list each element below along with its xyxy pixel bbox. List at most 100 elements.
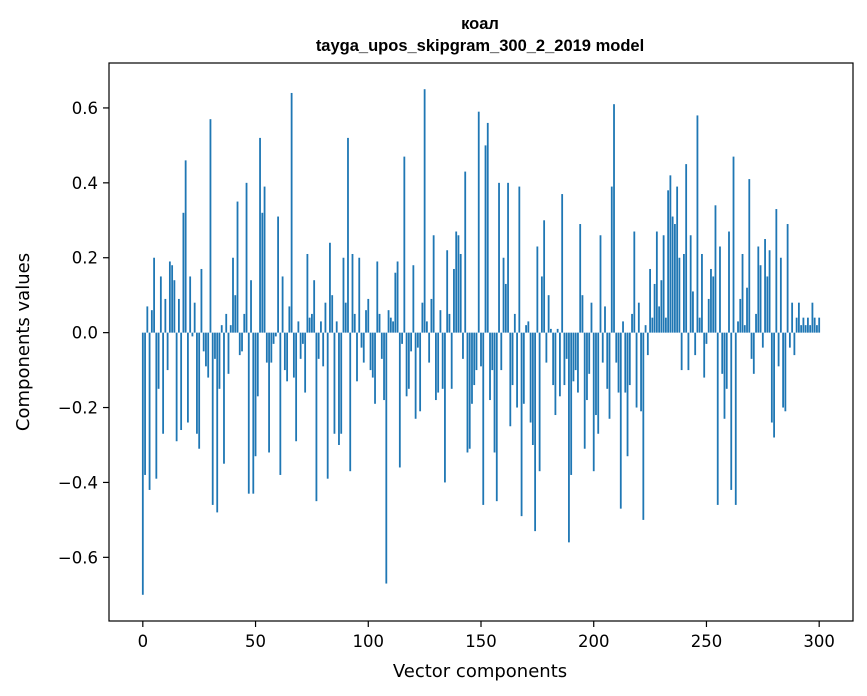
bar <box>301 332 304 344</box>
bar <box>453 268 455 333</box>
bar <box>522 332 525 404</box>
bar <box>590 302 593 333</box>
bar <box>816 325 818 333</box>
bar <box>644 325 647 333</box>
bar <box>335 321 338 333</box>
bar <box>531 332 534 445</box>
bar <box>338 332 340 445</box>
bar <box>631 313 633 333</box>
bar <box>502 257 505 333</box>
bar <box>477 111 480 333</box>
bar <box>340 332 343 434</box>
bar <box>245 182 248 333</box>
bar <box>597 332 600 434</box>
bar <box>299 332 302 359</box>
bar <box>525 325 527 333</box>
bar <box>509 332 512 427</box>
bar <box>360 332 363 348</box>
bar <box>227 332 230 374</box>
bar <box>761 332 764 348</box>
bar <box>583 332 586 449</box>
bar <box>563 332 566 386</box>
bar <box>333 332 336 434</box>
bar <box>207 332 210 378</box>
bar <box>773 332 775 438</box>
y-tick-label: 0.0 <box>72 324 98 343</box>
x-tick-label: 50 <box>245 632 266 651</box>
bar <box>568 332 570 543</box>
bar <box>606 332 609 389</box>
bar <box>791 302 794 333</box>
bar <box>581 295 584 333</box>
bar <box>320 321 322 333</box>
bar <box>209 119 212 333</box>
bar <box>651 317 654 333</box>
bar <box>322 332 325 367</box>
bar <box>786 224 789 333</box>
bar <box>423 89 426 333</box>
bar <box>288 306 291 333</box>
bar <box>721 332 724 374</box>
bar <box>664 317 667 333</box>
bar <box>728 231 730 333</box>
y-tick-label: 0.6 <box>72 99 98 118</box>
bar <box>220 325 223 333</box>
bar <box>475 332 478 371</box>
bar <box>755 313 757 333</box>
bar <box>311 313 313 333</box>
bar <box>574 332 577 371</box>
bar <box>748 179 751 333</box>
bar <box>376 261 379 333</box>
bar <box>613 104 615 333</box>
bar <box>367 298 370 333</box>
bar <box>676 186 679 333</box>
bar <box>732 156 735 333</box>
bar <box>504 283 507 333</box>
bar <box>572 332 575 382</box>
bar <box>692 291 694 333</box>
bar <box>241 332 243 352</box>
bar <box>759 265 762 333</box>
x-axis-label: Vector components <box>393 661 567 682</box>
bar <box>177 298 180 333</box>
bar <box>493 332 496 453</box>
bar <box>238 332 241 356</box>
bar <box>633 231 636 333</box>
bar <box>329 242 331 333</box>
bar <box>527 321 530 333</box>
bar <box>410 332 413 352</box>
bar <box>599 235 602 333</box>
x-tick-label: 300 <box>803 632 835 651</box>
bar <box>349 332 352 472</box>
bar <box>435 332 437 401</box>
bar <box>450 332 453 389</box>
bar <box>800 325 803 333</box>
bar <box>153 257 155 333</box>
bar <box>784 332 787 412</box>
bar <box>317 332 320 359</box>
bar <box>326 332 329 479</box>
bar <box>649 268 651 333</box>
bar <box>730 332 733 490</box>
bar <box>432 235 435 333</box>
chart-title-line-1: коал <box>461 15 499 33</box>
bar <box>538 332 541 472</box>
bar <box>547 295 550 333</box>
bar <box>211 332 214 505</box>
bar <box>347 137 349 333</box>
bar <box>351 253 354 333</box>
bar <box>407 332 410 389</box>
bar <box>588 332 591 374</box>
bar <box>279 332 282 475</box>
bar <box>252 332 255 494</box>
bar <box>428 332 431 363</box>
bar <box>229 325 232 333</box>
bar <box>446 250 449 333</box>
bar <box>344 302 347 333</box>
bar <box>259 137 261 333</box>
bar <box>658 306 661 333</box>
bar <box>507 182 509 333</box>
bar <box>737 321 739 333</box>
bar <box>705 332 708 344</box>
